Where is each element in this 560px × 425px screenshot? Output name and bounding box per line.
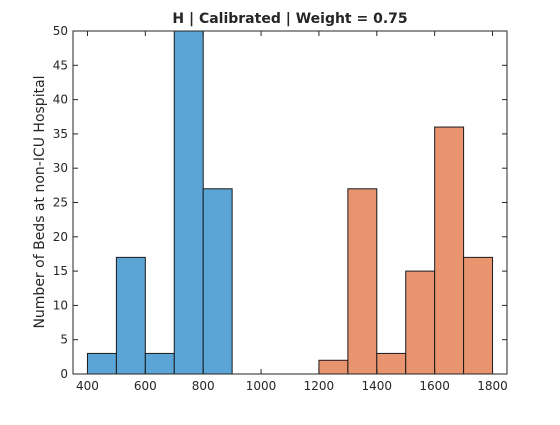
histogram-bar bbox=[376, 352, 407, 375]
y-tick-label: 25 bbox=[53, 196, 68, 210]
x-tick-label: 1200 bbox=[304, 379, 335, 393]
y-tick-label: 30 bbox=[53, 161, 68, 175]
chart-title: H | Calibrated | Weight = 0.75 bbox=[172, 11, 407, 27]
histogram-bar bbox=[347, 188, 378, 375]
x-tick-label: 600 bbox=[134, 379, 157, 393]
histogram-bar bbox=[463, 256, 494, 375]
y-tick-label: 40 bbox=[53, 93, 68, 107]
histogram-bar bbox=[318, 359, 349, 375]
histogram-bar bbox=[115, 256, 146, 375]
y-tick-label: 10 bbox=[53, 298, 68, 312]
ticks-layer: 400 600 800 1000 1200 1400 1600 1800 0 5 10 15 20 25 3… bbox=[53, 24, 508, 393]
histogram-bar bbox=[144, 352, 175, 375]
x-tick-label: 1000 bbox=[246, 379, 277, 393]
x-tick-label: 1800 bbox=[477, 379, 508, 393]
y-tick-label: 5 bbox=[60, 333, 68, 347]
plot-frame bbox=[72, 30, 508, 375]
y-tick-label: 35 bbox=[53, 127, 68, 141]
histogram-bar bbox=[405, 270, 436, 375]
bars-layer bbox=[86, 30, 494, 375]
y-tick-label: 20 bbox=[53, 230, 68, 244]
x-tick-label: 1400 bbox=[362, 379, 393, 393]
x-tick-label: 800 bbox=[192, 379, 215, 393]
y-tick-label: 50 bbox=[53, 24, 68, 38]
histogram-bar bbox=[202, 188, 233, 375]
x-tick-label: 400 bbox=[76, 379, 99, 393]
y-axis-label: Number of Beds at non-ICU Hospital bbox=[32, 75, 48, 328]
histogram-bar bbox=[434, 126, 465, 375]
histogram-bar bbox=[173, 30, 204, 375]
histogram-bar bbox=[86, 352, 117, 375]
x-tick-label: 1600 bbox=[419, 379, 450, 393]
y-tick-label: 15 bbox=[53, 264, 68, 278]
y-tick-label: 0 bbox=[60, 367, 68, 381]
y-tick-label: 45 bbox=[53, 58, 68, 72]
